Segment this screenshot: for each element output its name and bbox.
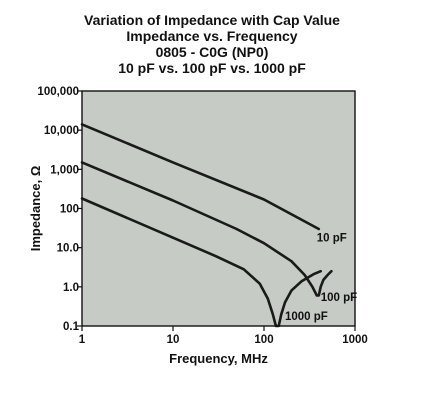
y-tick-label: 0.1 — [63, 321, 80, 333]
title-line-3: 0805 - C0G (NP0) — [155, 44, 269, 60]
y-tick-label: 1,000 — [50, 164, 79, 176]
x-tick-label: 1 — [79, 334, 86, 346]
y-axis-label: Impedance, Ω — [28, 166, 43, 252]
y-tick-label: 10.0 — [57, 243, 79, 255]
series-annotation: 100 pF — [321, 292, 357, 304]
y-tick-label: 10,000 — [44, 125, 79, 137]
series-annotation: 1000 pF — [285, 311, 328, 323]
y-tick-label: 1.0 — [63, 282, 79, 294]
plot-area — [82, 91, 355, 326]
title-line-2: Impedance vs. Frequency — [126, 28, 298, 44]
series-annotation: 10 pF — [317, 233, 347, 245]
series-line-10-pf — [80, 123, 321, 231]
title-line-1: Variation of Impedance with Cap Value — [84, 12, 340, 28]
series-line-100-pf — [80, 161, 333, 297]
x-tick-label: 100 — [254, 334, 273, 346]
x-tick-label: 10 — [167, 334, 180, 346]
y-tick-label: 100 — [60, 204, 79, 216]
title-line-4: 10 pF vs. 100 pF vs. 1000 pF — [118, 60, 306, 76]
x-axis-label: Frequency, MHz — [169, 351, 268, 366]
x-tick-label: 1000 — [342, 334, 368, 346]
y-tick-label: 100,000 — [37, 86, 79, 98]
